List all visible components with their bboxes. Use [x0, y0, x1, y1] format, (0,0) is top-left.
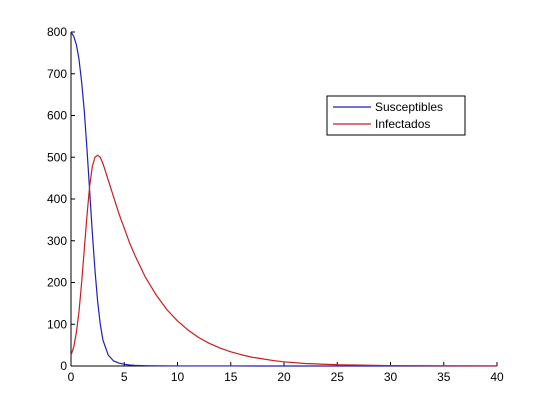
x-tick-label: 20 — [277, 370, 291, 384]
y-tick-label: 300 — [47, 234, 67, 248]
y-tick-label: 200 — [47, 276, 67, 290]
legend-label-infectados: Infectados — [375, 117, 430, 131]
y-ticks: 0 100 200 300 400 500 600 700 800 — [47, 25, 75, 373]
series-lines — [70, 31, 498, 367]
y-tick-label: 600 — [47, 109, 67, 123]
x-tick-label: 35 — [437, 370, 451, 384]
y-tick-label: 100 — [47, 317, 67, 331]
x-tick-label: 30 — [384, 370, 398, 384]
y-tick-label: 700 — [47, 67, 67, 81]
x-ticks: 0 5 10 15 20 25 30 35 40 — [68, 362, 504, 384]
x-tick-label: 40 — [490, 370, 504, 384]
y-tick-label: 0 — [60, 359, 67, 373]
legend: Susceptibles Infectados — [326, 95, 466, 136]
series-line-infectados — [70, 154, 498, 367]
x-tick-label: 10 — [171, 370, 185, 384]
x-tick-label: 25 — [331, 370, 345, 384]
plot-area — [70, 32, 497, 367]
x-tick-label: 15 — [224, 370, 238, 384]
legend-box — [326, 95, 466, 136]
x-tick-label: 5 — [121, 370, 128, 384]
y-tick-label: 400 — [47, 192, 67, 206]
series-line-susceptibles — [70, 31, 497, 367]
legend-label-susceptibles: Susceptibles — [375, 100, 443, 114]
y-tick-label: 800 — [47, 25, 67, 39]
y-tick-label: 500 — [47, 150, 67, 164]
x-tick-label: 0 — [68, 370, 75, 384]
